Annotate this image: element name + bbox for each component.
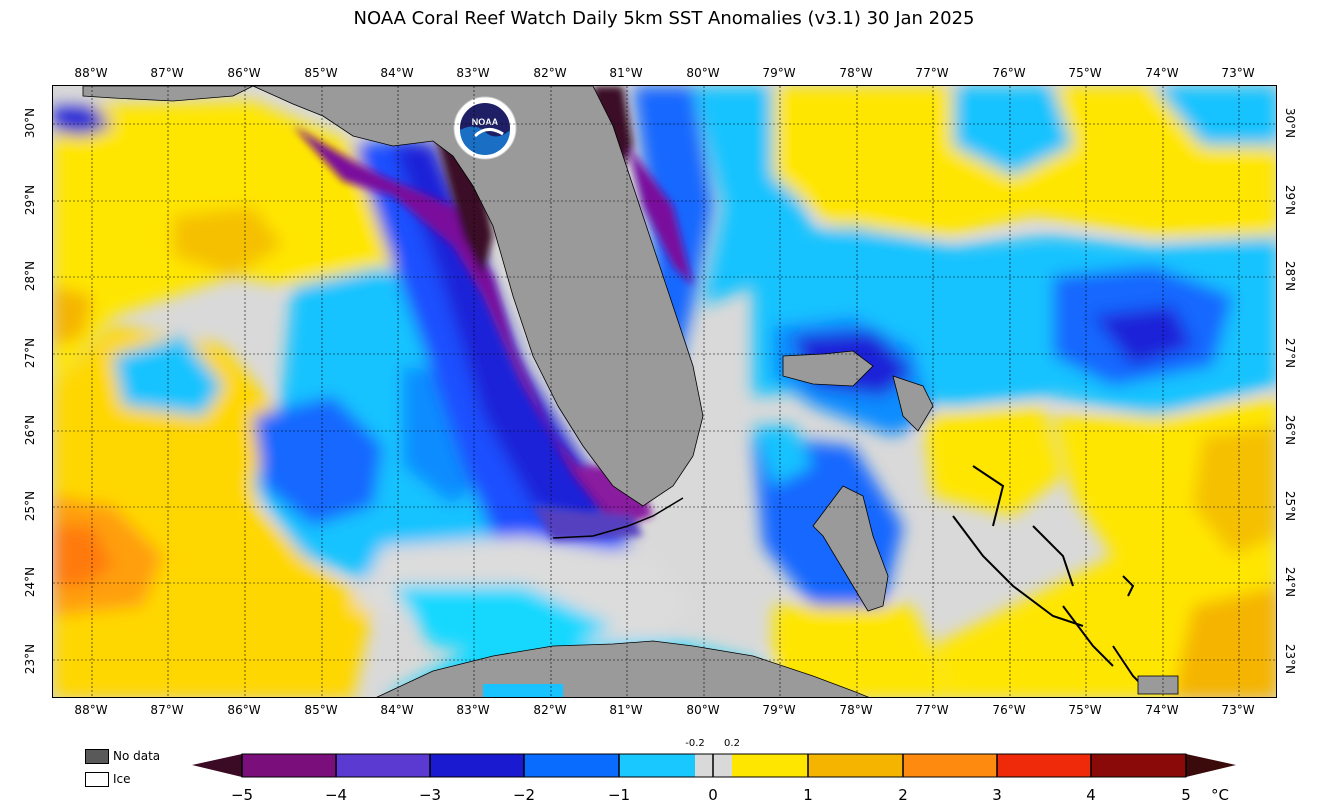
exuma-chain: [952, 515, 1084, 627]
lon-tick-bottom: 80°W: [686, 703, 720, 717]
colorbar-segments: [242, 754, 1186, 777]
lon-tick-top: 82°W: [533, 66, 567, 80]
lon-tick-top: 84°W: [380, 66, 414, 80]
lon-tick-bottom: 74°W: [1145, 703, 1179, 717]
panhandle-land: [82, 86, 254, 102]
lon-tick-top: 81°W: [609, 66, 643, 80]
noaa-logo: NOAA: [453, 96, 517, 160]
colorbar-tick-label: 0: [708, 786, 718, 804]
lon-tick-bottom: 83°W: [456, 703, 490, 717]
noaa-logo-text: NOAA: [472, 117, 499, 127]
colorbar-unit: °C: [1211, 786, 1229, 804]
inagua-land: [1137, 675, 1179, 695]
lat-tick-left: 24°N: [23, 566, 37, 598]
lon-tick-top: 83°W: [456, 66, 490, 80]
colorbar-tick-label: 1: [803, 786, 813, 804]
lon-tick-bottom: 82°W: [533, 703, 567, 717]
lon-tick-top: 76°W: [992, 66, 1026, 80]
no-data-swatch: [85, 749, 109, 764]
lon-tick-top: 85°W: [304, 66, 338, 80]
colorbar: [192, 753, 1236, 778]
lon-tick-bottom: 86°W: [227, 703, 261, 717]
lon-tick-bottom: 78°W: [839, 703, 873, 717]
andros-land: [812, 485, 889, 612]
lon-tick-top: 87°W: [150, 66, 184, 80]
lat-tick-left: 28°N: [23, 260, 37, 292]
sst-anomaly-map: NOAA: [52, 85, 1277, 698]
colorbar-high-arrow: [1186, 754, 1236, 777]
long-island: [1062, 605, 1114, 667]
colorbar-tick-label: 4: [1086, 786, 1096, 804]
map-title: NOAA Coral Reef Watch Daily 5km SST Anom…: [353, 8, 975, 29]
colorbar-low-arrow: [192, 754, 242, 777]
lat-tick-left: 26°N: [23, 414, 37, 446]
lon-tick-top: 78°W: [839, 66, 873, 80]
no-data-label: No data: [113, 749, 161, 763]
cuba-land: [376, 640, 870, 697]
lat-tick-right: 28°N: [1283, 260, 1297, 292]
lon-tick-bottom: 73°W: [1221, 703, 1255, 717]
lon-tick-bottom: 85°W: [304, 703, 338, 717]
san-salvador: [1122, 575, 1135, 597]
eleuthera-land: [972, 465, 1005, 527]
lon-tick-bottom: 77°W: [915, 703, 949, 717]
lat-tick-left: 23°N: [23, 643, 37, 675]
cuba-bay: [483, 684, 563, 697]
lon-tick-bottom: 76°W: [992, 703, 1026, 717]
lon-tick-bottom: 81°W: [609, 703, 643, 717]
lat-tick-left: 25°N: [23, 490, 37, 522]
colorbar-tick-label: 2: [898, 786, 908, 804]
lat-tick-right: 30°N: [1283, 107, 1297, 139]
lon-tick-top: 73°W: [1221, 66, 1255, 80]
lat-tick-left: 29°N: [23, 184, 37, 216]
ice-swatch: [85, 772, 109, 787]
lat-tick-left: 27°N: [23, 337, 37, 369]
lon-tick-top: 74°W: [1145, 66, 1179, 80]
lon-tick-bottom: 88°W: [74, 703, 108, 717]
lon-tick-top: 86°W: [227, 66, 261, 80]
lon-tick-top: 77°W: [915, 66, 949, 80]
lat-tick-right: 24°N: [1283, 566, 1297, 598]
map-graphic: NOAA: [53, 86, 1276, 697]
colorbar-tick-label: 3: [992, 786, 1002, 804]
lon-tick-top: 79°W: [762, 66, 796, 80]
lat-tick-right: 27°N: [1283, 337, 1297, 369]
lon-tick-bottom: 75°W: [1068, 703, 1102, 717]
colorbar-tick-label: −1: [607, 786, 631, 804]
lon-tick-bottom: 84°W: [380, 703, 414, 717]
grand-bahama-land: [782, 350, 874, 387]
colorbar-tick-label: 5: [1181, 786, 1191, 804]
florida-land: [252, 86, 704, 507]
lon-tick-top: 88°W: [74, 66, 108, 80]
colorbar-tick-label: −3: [418, 786, 442, 804]
lat-tick-right: 23°N: [1283, 643, 1297, 675]
colorbar-small-label: -0.2: [685, 738, 705, 749]
colorbar-tick-label: −2: [512, 786, 536, 804]
ice-label: Ice: [113, 772, 131, 786]
cat-island: [1032, 525, 1074, 587]
abaco-land: [892, 375, 934, 432]
gridlines: [53, 86, 1276, 697]
colorbar-tick-label: −5: [230, 786, 254, 804]
colorbar-tick-label: −4: [324, 786, 348, 804]
lon-tick-bottom: 79°W: [762, 703, 796, 717]
lon-tick-top: 80°W: [686, 66, 720, 80]
lat-tick-right: 29°N: [1283, 184, 1297, 216]
lon-tick-top: 75°W: [1068, 66, 1102, 80]
lat-tick-right: 26°N: [1283, 414, 1297, 446]
florida-keys: [552, 497, 684, 539]
lon-tick-bottom: 87°W: [150, 703, 184, 717]
lat-tick-right: 25°N: [1283, 490, 1297, 522]
colorbar-small-label: 0.2: [724, 738, 740, 749]
lat-tick-left: 30°N: [23, 107, 37, 139]
